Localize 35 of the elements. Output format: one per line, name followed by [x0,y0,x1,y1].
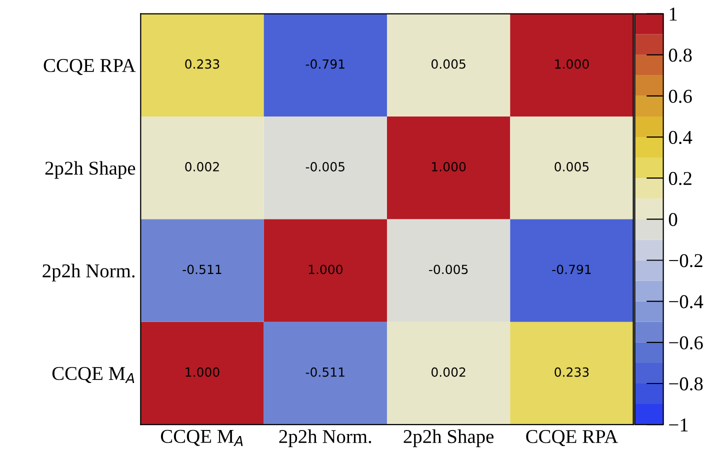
data-label: -0.005 [306,162,344,172]
color-bar-label: −0.8 [669,377,703,391]
data-label: 1.000 [308,264,342,274]
y-tick-label: 2p2h Norm. [42,264,135,282]
x-tick-label: CCQE M$_{A}$ [160,430,243,446]
data-label: 0.002 [432,367,466,377]
x-tick-label: CCQE RPA [526,430,618,446]
x-tick-label: 2p2h Norm. [279,429,372,448]
y-tick-label: 2p2h Shape [45,161,136,179]
data-label: -0.791 [552,264,591,274]
data-label: 0.005 [432,59,466,69]
data-label: 1.000 [432,162,466,172]
color-bar-label: −1 [669,418,688,432]
y-tick-label: CCQE RPA [44,58,136,76]
color-bar-label: −0.4 [669,295,704,308]
data-label: 0.233 [554,367,589,377]
color-bar-label: 0.2 [668,172,692,186]
y-tick-label: CCQE M$_{A}$ [52,366,134,384]
data-label: -0.791 [306,59,344,69]
data-label: 0.233 [185,59,220,69]
data-label: 1.000 [555,59,589,69]
color-bar-label: 1 [670,8,677,21]
color-bar-label: 0.4 [668,130,692,144]
color-bar-label: −0.6 [669,336,703,350]
color-bar-label: −0.2 [669,254,702,268]
x-tick-label: 2p2h Shape [404,429,494,448]
data-label: -0.511 [182,264,222,274]
data-label: 0.005 [554,162,589,172]
color-bar-label: 0.8 [668,48,692,62]
color-bar-label: 0 [668,212,678,226]
data-label: -0.511 [306,367,344,377]
data-label: 0.002 [185,162,219,172]
data-label: 1.000 [186,367,220,377]
data-label: -0.005 [429,264,468,274]
color-bar-label: 0.6 [668,90,692,103]
